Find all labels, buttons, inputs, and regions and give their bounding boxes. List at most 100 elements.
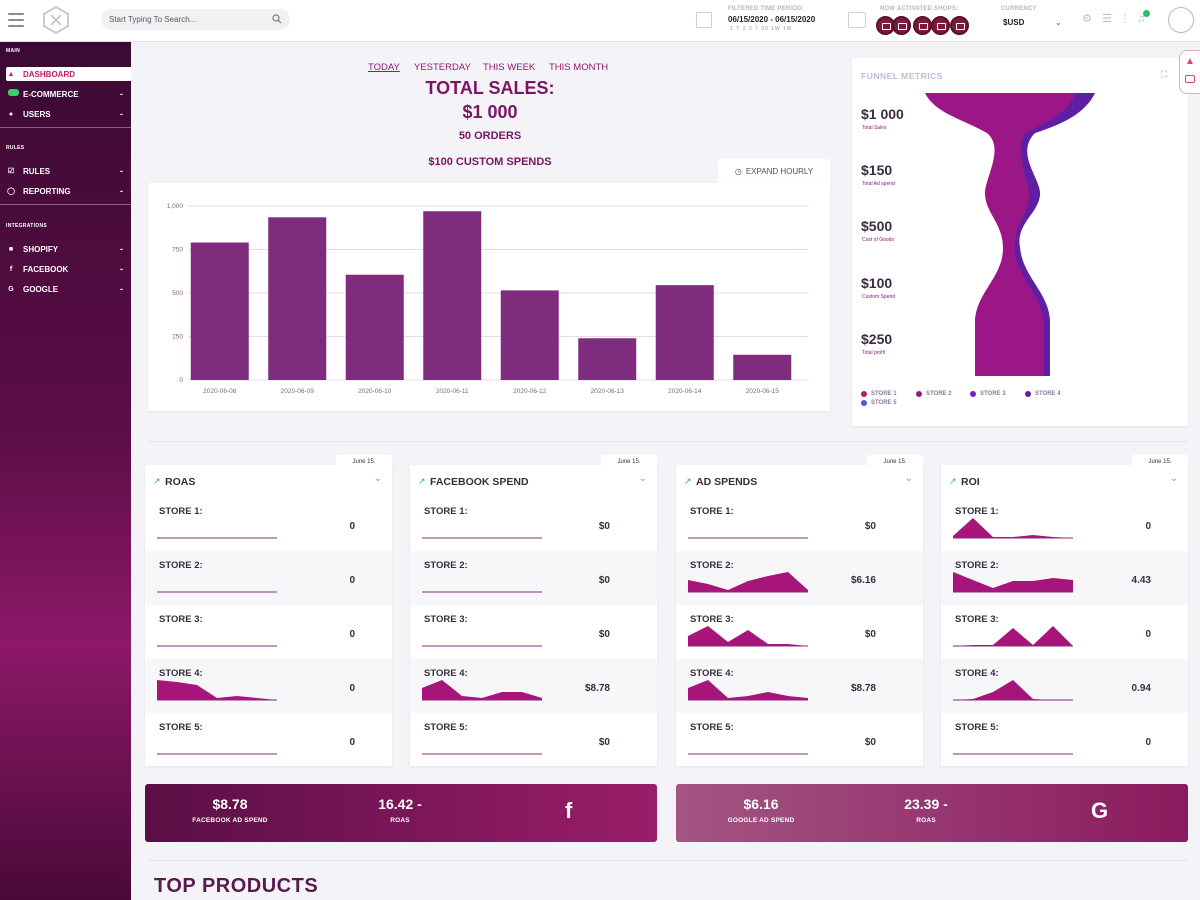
legend-store-2[interactable]: STORE 2 — [916, 391, 952, 397]
bar[interactable] — [733, 354, 792, 380]
store-value: 0 — [1145, 629, 1151, 640]
sidebar-item-users[interactable]: ● USERS - — [6, 107, 125, 121]
shop-2-icon[interactable] — [892, 16, 911, 35]
tab-this-month[interactable]: THIS MONTH — [549, 62, 609, 73]
bar[interactable] — [423, 211, 482, 380]
date-tab[interactable]: June 15. — [1132, 455, 1188, 469]
sparkline — [157, 537, 277, 539]
date-tab[interactable]: June 15. — [867, 455, 923, 469]
sidebar-item-label: SHOPIFY — [23, 244, 59, 254]
chevron-down-icon[interactable]: ⌄ — [1169, 473, 1178, 484]
facebook-icon: f — [9, 265, 13, 273]
expand-toggle[interactable]: - — [120, 284, 123, 294]
calendar-icon[interactable] — [696, 12, 712, 28]
period-presets[interactable]: 1 Y 2 3 7 30 1W 1M — [730, 26, 793, 32]
legend-store-4[interactable]: STORE 4 — [1025, 391, 1061, 397]
sparkline — [688, 626, 808, 647]
google-spend-label: GOOGLE AD SPEND — [727, 817, 795, 824]
activated-shops-label: NOW ACTIVATED SHOPS: — [880, 6, 959, 12]
facebook-spend-value: $8.78 — [212, 796, 248, 812]
store-row: STORE 2: $0 — [410, 551, 657, 605]
legend-store-1[interactable]: STORE 1 — [861, 391, 897, 397]
store-row: STORE 5: 0 — [941, 713, 1188, 767]
search-box[interactable] — [101, 9, 290, 30]
store-label: STORE 3: — [424, 614, 468, 625]
store-value: $6.16 — [850, 575, 876, 586]
sales-chart-card: 0 250 500 750 1,000 2020-06-08 2020-06-09 2020-… — [148, 183, 830, 411]
sparkline — [688, 537, 808, 539]
facebook-summary-banner[interactable]: $8.78 FACEBOOK AD SPEND 16.42 - ROAS f — [145, 784, 657, 842]
bar[interactable] — [190, 242, 249, 380]
sparkline — [422, 645, 542, 647]
store-value: 4.43 — [1131, 575, 1151, 586]
store-value: $8.78 — [584, 683, 610, 694]
filtered-period-label: FILTERED TIME PERIOD: — [728, 6, 804, 12]
expand-toggle[interactable]: - — [120, 264, 123, 274]
currency-select[interactable]: $USD — [1003, 18, 1025, 27]
date-tab[interactable]: June 15. — [601, 455, 657, 469]
bar[interactable] — [655, 285, 714, 380]
columns-icon[interactable]: ☰ — [1102, 13, 1112, 25]
bar[interactable] — [268, 217, 327, 380]
metric-title: AD SPENDS — [696, 476, 758, 488]
expand-toggle[interactable]: - — [120, 244, 123, 254]
chevron-down-icon[interactable]: ⌄ — [373, 473, 382, 484]
store-label: STORE 1: — [955, 506, 999, 517]
tab-today[interactable]: TODAY — [368, 62, 400, 73]
sidebar-item-dashboard[interactable]: ▲ DASHBOARD — [6, 67, 131, 81]
x-tick-label: 2020-06-09 — [281, 388, 315, 395]
search-input[interactable] — [101, 9, 261, 30]
legend-store-5[interactable]: STORE 5 — [861, 400, 897, 406]
sparkline — [953, 518, 1073, 539]
store-value: 0.94 — [1131, 683, 1151, 694]
bar[interactable] — [578, 338, 637, 380]
user-avatar-icon[interactable] — [1168, 7, 1194, 33]
sidebar-item-facebook[interactable]: f FACEBOOK - — [6, 262, 125, 276]
shop-4-icon[interactable] — [931, 16, 950, 35]
sales-bar-chart: 0 250 500 750 1,000 2020-06-08 2020-06-09 2020-… — [167, 203, 808, 395]
sidebar-item-rules[interactable]: ☑ RULES - — [6, 164, 125, 178]
legend-store-3[interactable]: STORE 3 — [970, 391, 1006, 397]
more-vertical-icon[interactable]: ⋮ — [1119, 13, 1131, 25]
sidebar-item-ecommerce[interactable]: E-COMMERCE - — [6, 87, 125, 101]
filtered-period-value[interactable]: 06/15/2020 - 06/15/2020 — [728, 15, 816, 24]
store-value: 0 — [349, 737, 355, 748]
tab-this-week[interactable]: THIS WEEK — [483, 62, 536, 73]
expand-toggle[interactable]: - — [120, 89, 123, 99]
flame-icon: ▲ — [1185, 56, 1195, 67]
tab-yesterday[interactable]: YESTERDAY — [414, 62, 471, 73]
section-divider — [148, 860, 1188, 861]
sparkline — [688, 680, 808, 701]
search-icon[interactable] — [272, 14, 282, 24]
date-tab[interactable]: June 15. — [336, 455, 392, 469]
trend-icon: ↗ — [684, 476, 692, 486]
shop-5-icon[interactable] — [950, 16, 969, 35]
shop-3-icon[interactable] — [913, 16, 932, 35]
google-summary-banner[interactable]: $6.16 GOOGLE AD SPEND 23.39 - ROAS G — [676, 784, 1188, 842]
bar[interactable] — [345, 274, 404, 380]
store-row: STORE 5: 0 — [145, 713, 392, 767]
sidebar-item-shopify[interactable]: ■ SHOPIFY - — [6, 242, 125, 256]
store-icon[interactable] — [848, 12, 866, 28]
chevron-down-icon[interactable]: ⌄ — [1055, 18, 1062, 27]
sidebar-item-google[interactable]: G GOOGLE - — [6, 282, 125, 296]
sparkline — [157, 680, 277, 701]
expand-toggle[interactable]: - — [120, 109, 123, 119]
expand-hourly-label: EXPAND HOURLY — [745, 166, 814, 176]
gear-icon[interactable]: ⚙ — [1082, 13, 1092, 25]
chevron-down-icon[interactable]: ⌄ — [638, 473, 647, 484]
expand-toggle[interactable]: - — [120, 166, 123, 176]
side-panel-toggle[interactable]: ▲ — [1179, 50, 1200, 94]
store-value: 0 — [349, 521, 355, 532]
store-label: STORE 2: — [424, 560, 468, 571]
bar[interactable] — [500, 290, 559, 380]
expand-toggle[interactable]: - — [120, 186, 123, 196]
app-logo[interactable] — [42, 6, 70, 34]
expand-hourly-button[interactable]: ◷ EXPAND HOURLY — [718, 159, 830, 183]
bell-icon[interactable]: ♫ — [1136, 13, 1146, 25]
hamburger-menu-icon[interactable] — [8, 13, 24, 27]
fullscreen-icon[interactable]: ⛶ — [1161, 69, 1168, 79]
sidebar-item-reporting[interactable]: ◯ REPORTING - — [6, 184, 125, 198]
section-rules: RULES — [6, 145, 25, 151]
chevron-down-icon[interactable]: ⌄ — [904, 473, 913, 484]
